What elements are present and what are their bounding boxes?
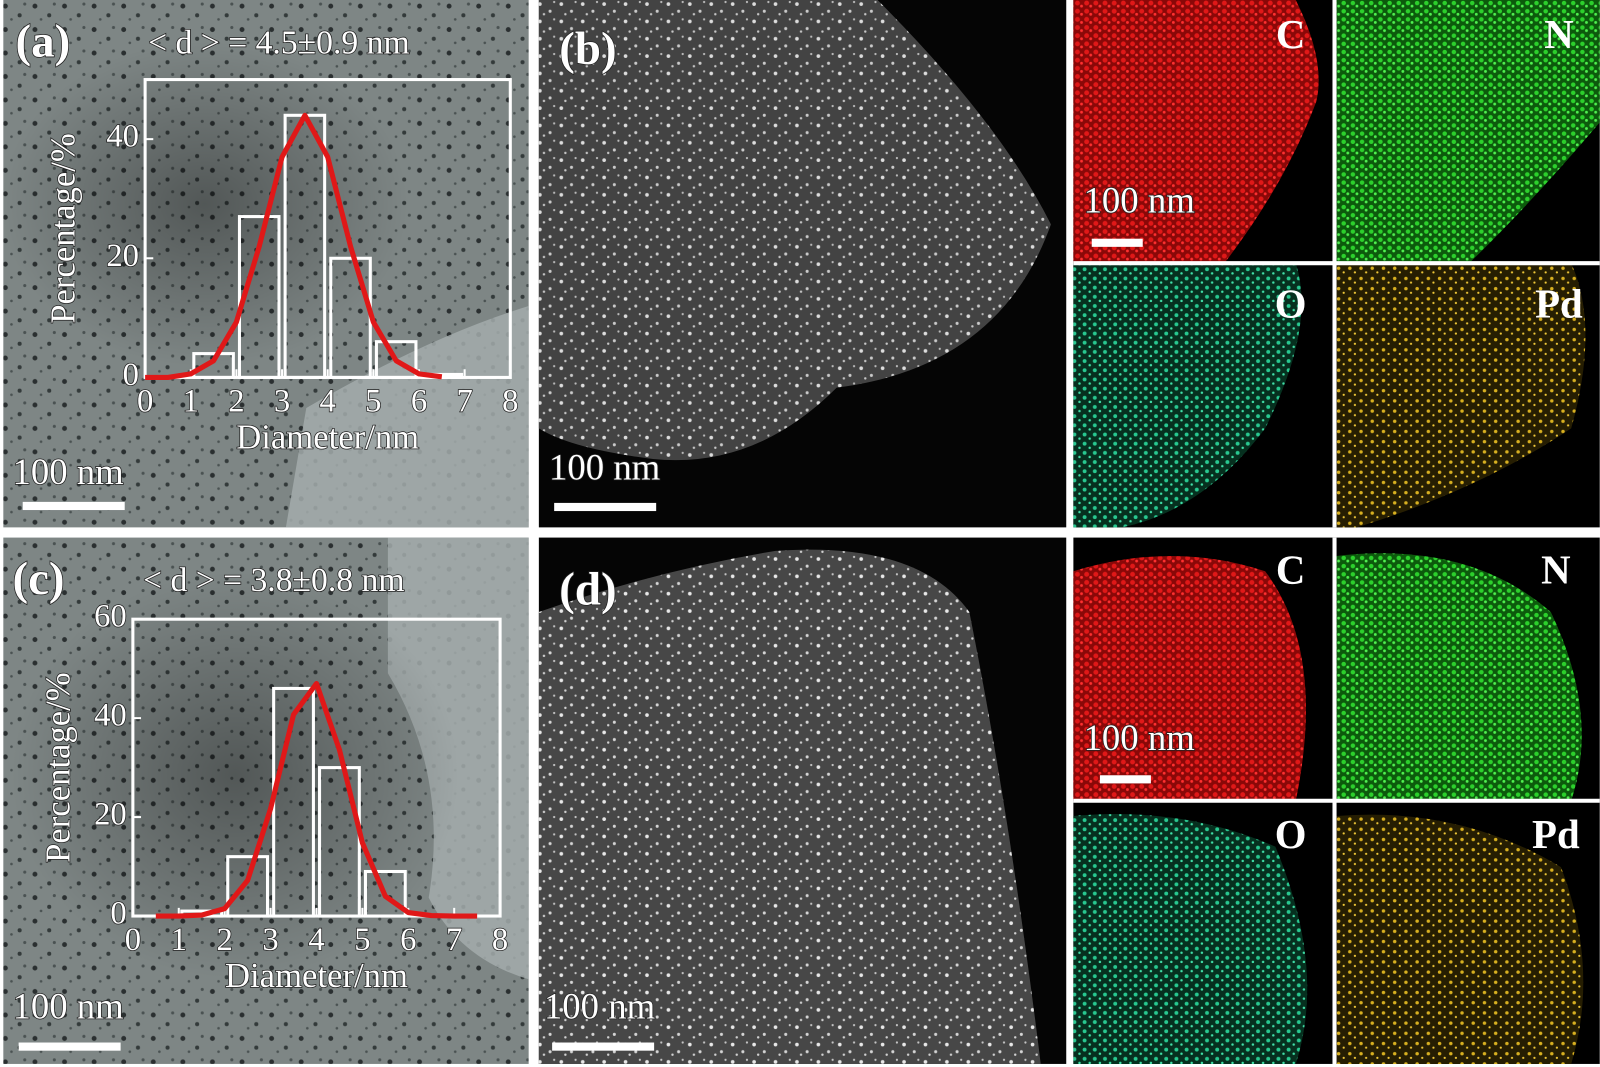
annotation: < d > = 4.5±0.9 nm	[148, 25, 409, 62]
map-n	[1336, 0, 1600, 264]
scale-bar	[1091, 238, 1143, 247]
bar	[374, 340, 418, 379]
map-o	[1073, 814, 1308, 1064]
x-tick-label: 8	[502, 383, 518, 419]
x-tick-label: 5	[354, 922, 370, 958]
y-tick-label: 40	[106, 119, 139, 155]
x-axis-title: Diameter/nm	[236, 418, 419, 457]
x-tick-label: 0	[137, 383, 153, 419]
x-tick-label: 2	[217, 922, 233, 958]
map-pd	[1336, 814, 1584, 1064]
fit-curve	[145, 112, 443, 380]
x-tick-label: 8	[492, 922, 508, 958]
bar	[192, 352, 235, 379]
scale-bar-label: 100 nm	[1084, 179, 1195, 220]
map-pd	[1336, 263, 1586, 528]
x-tick-label: 6	[400, 922, 416, 958]
scale-bar-label: 100 nm	[1084, 717, 1195, 758]
element-label: Pd	[1532, 812, 1580, 857]
bar	[237, 215, 281, 379]
fit-curve	[155, 680, 478, 919]
y-tick-label: 40	[94, 698, 127, 734]
panel-label: (d)	[559, 563, 616, 615]
bar	[226, 855, 270, 918]
x-tick-label: 3	[274, 383, 290, 419]
haadf-particles	[538, 549, 1041, 1064]
y-axis-title: Percentage/%	[44, 133, 83, 324]
map-c	[1073, 0, 1319, 264]
x-axis-title: Diameter/nm	[225, 956, 408, 995]
scale-bar-label: 100 nm	[549, 447, 660, 488]
scale-bar	[18, 1042, 121, 1051]
x-tick-label: 3	[262, 922, 278, 958]
element-label: N	[1541, 548, 1570, 593]
x-tick-label: 7	[446, 922, 462, 958]
map-c	[1073, 555, 1306, 801]
scale-bar-label: 100 nm	[544, 985, 655, 1026]
annotations: (a) < d > = 4.5±0.9 nm0 1 2 3 4 5 6 7 802040Diame…	[12, 12, 1583, 1051]
bar	[363, 869, 407, 918]
y-axis-title: Percentage/%	[38, 672, 77, 863]
x-tick-label: 4	[308, 922, 324, 958]
y-tick-label: 60	[94, 599, 127, 635]
scale-bar	[552, 1042, 655, 1051]
scale-bar-label: 100 nm	[13, 451, 124, 492]
panel-label: (c)	[13, 553, 65, 605]
x-tick-label: 0	[125, 922, 141, 958]
x-tick-label: 2	[228, 383, 244, 419]
tem-support	[285, 306, 529, 528]
tem-shade	[10, 571, 460, 980]
y-tick-label: 0	[110, 896, 126, 932]
panel-label: (b)	[559, 23, 616, 75]
element-label: C	[1276, 12, 1305, 57]
element-label: C	[1276, 548, 1305, 593]
annotation: < d > = 3.8±0.8 nm	[143, 562, 404, 599]
x-tick-label: 5	[365, 383, 381, 419]
y-tick-label: 20	[106, 238, 139, 274]
x-tick-label: 1	[171, 922, 187, 958]
element-label: N	[1544, 12, 1573, 57]
element-label: O	[1275, 281, 1307, 326]
scale-bar	[554, 502, 657, 512]
bar	[318, 766, 361, 918]
x-tick-label: 1	[183, 383, 199, 419]
element-label: Pd	[1535, 281, 1583, 326]
map-o	[1073, 263, 1302, 528]
map-n	[1336, 553, 1582, 801]
scale-bar-label: 100 nm	[13, 985, 124, 1026]
haadf-particles	[538, 0, 1051, 461]
x-tick-label: 7	[456, 383, 472, 419]
panel-label: (a)	[16, 16, 71, 68]
x-tick-label: 6	[411, 383, 427, 419]
x-tick-label: 4	[320, 383, 336, 419]
y-tick-label: 0	[123, 357, 139, 393]
y-tick-label: 20	[94, 797, 127, 833]
scale-bar	[1099, 775, 1151, 784]
scale-bar	[22, 501, 125, 511]
element-label: O	[1275, 812, 1307, 857]
